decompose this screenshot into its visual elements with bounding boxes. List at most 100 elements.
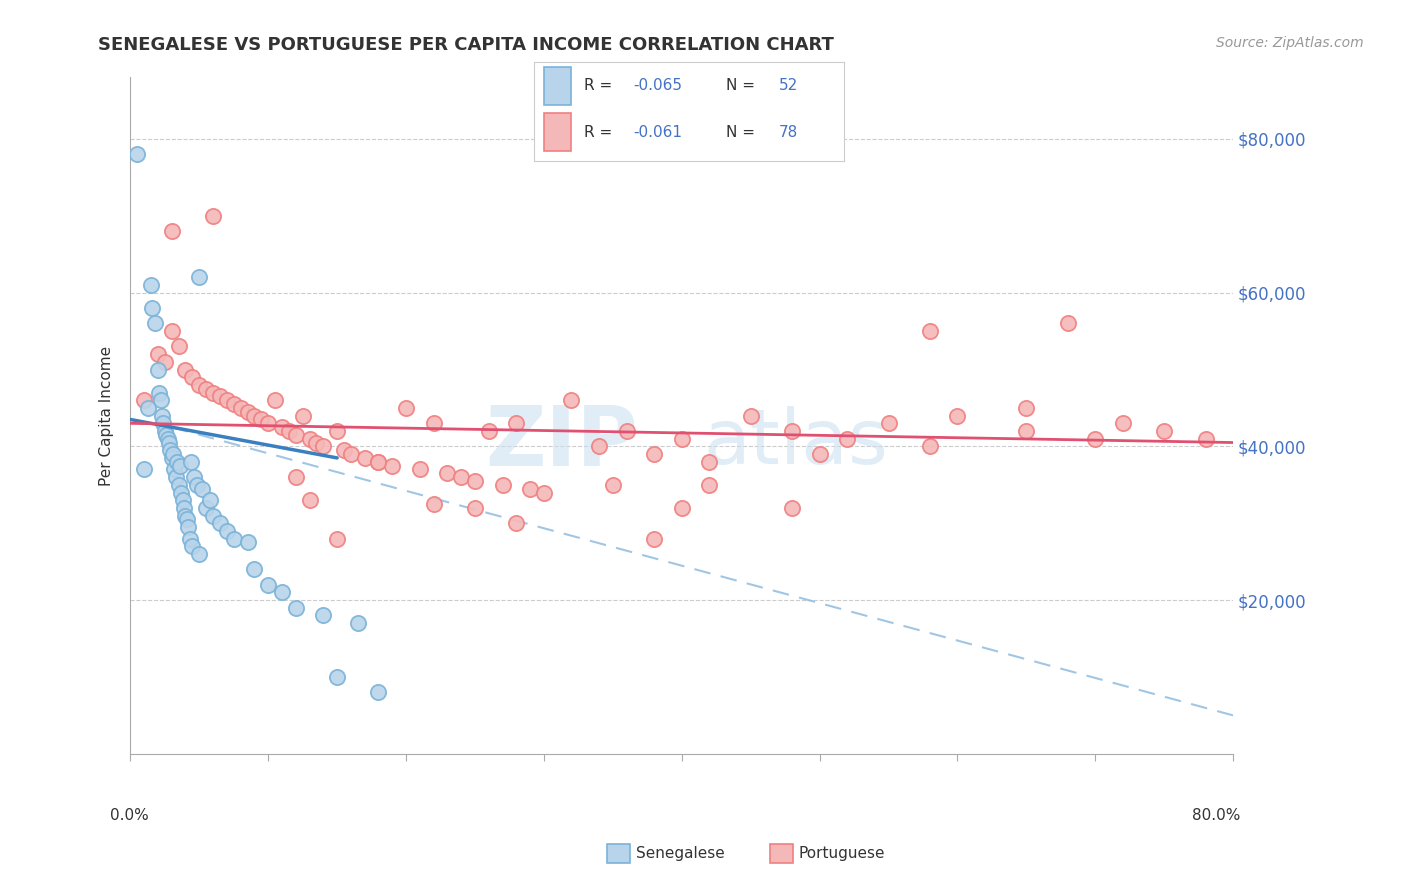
Point bbox=[208, 516, 231, 531]
Point bbox=[1194, 432, 1216, 446]
Point bbox=[149, 393, 172, 408]
Point bbox=[200, 493, 222, 508]
Point bbox=[153, 424, 176, 438]
Point bbox=[202, 508, 225, 523]
Point bbox=[505, 417, 527, 431]
Text: Senegalese: Senegalese bbox=[636, 847, 724, 861]
Point bbox=[167, 478, 190, 492]
Point bbox=[478, 424, 501, 438]
Point bbox=[588, 439, 610, 453]
Point bbox=[491, 478, 513, 492]
Point bbox=[346, 616, 368, 631]
Point bbox=[1084, 432, 1107, 446]
Y-axis label: Per Capita Income: Per Capita Income bbox=[100, 345, 114, 486]
Point bbox=[1153, 424, 1175, 438]
Point bbox=[560, 393, 582, 408]
Point bbox=[298, 493, 321, 508]
Point bbox=[643, 532, 665, 546]
Point bbox=[202, 385, 225, 400]
Point bbox=[236, 535, 259, 549]
Point bbox=[222, 397, 245, 411]
Point bbox=[141, 301, 163, 315]
Point bbox=[422, 417, 444, 431]
Point bbox=[436, 467, 458, 481]
Text: N =: N = bbox=[725, 125, 759, 140]
Point bbox=[1112, 417, 1135, 431]
Point bbox=[257, 578, 280, 592]
Point bbox=[208, 389, 231, 403]
Point bbox=[340, 447, 363, 461]
Point bbox=[156, 432, 179, 446]
Point bbox=[153, 355, 176, 369]
Point bbox=[450, 470, 472, 484]
Point bbox=[271, 420, 294, 434]
Point bbox=[222, 532, 245, 546]
Point bbox=[326, 424, 349, 438]
Point bbox=[170, 485, 193, 500]
Point bbox=[326, 532, 349, 546]
Point bbox=[780, 424, 803, 438]
Point bbox=[271, 585, 294, 599]
Point bbox=[505, 516, 527, 531]
Point bbox=[176, 512, 198, 526]
Point bbox=[697, 455, 720, 469]
Point bbox=[195, 500, 218, 515]
Point bbox=[162, 447, 184, 461]
Text: atlas: atlas bbox=[704, 406, 889, 480]
Point bbox=[946, 409, 969, 423]
Text: -0.061: -0.061 bbox=[633, 125, 682, 140]
Point bbox=[519, 482, 541, 496]
Text: R =: R = bbox=[583, 125, 617, 140]
Point bbox=[188, 270, 211, 285]
Point bbox=[643, 447, 665, 461]
Point bbox=[127, 147, 149, 161]
Point bbox=[163, 462, 186, 476]
Point bbox=[159, 443, 181, 458]
Point bbox=[243, 409, 266, 423]
Point bbox=[160, 324, 183, 338]
Point bbox=[191, 482, 214, 496]
FancyBboxPatch shape bbox=[544, 68, 571, 104]
Point bbox=[671, 500, 693, 515]
Point bbox=[780, 500, 803, 515]
Point bbox=[250, 412, 273, 426]
Text: 78: 78 bbox=[779, 125, 797, 140]
Text: -0.065: -0.065 bbox=[633, 78, 682, 94]
Point bbox=[215, 393, 238, 408]
Point bbox=[464, 474, 486, 488]
Text: Portuguese: Portuguese bbox=[799, 847, 886, 861]
Text: Source: ZipAtlas.com: Source: ZipAtlas.com bbox=[1216, 36, 1364, 50]
Text: 80.0%: 80.0% bbox=[1192, 807, 1240, 822]
Point bbox=[616, 424, 638, 438]
Text: 52: 52 bbox=[779, 78, 797, 94]
Point bbox=[150, 409, 173, 423]
Point bbox=[602, 478, 624, 492]
Point bbox=[312, 439, 335, 453]
Point bbox=[264, 393, 287, 408]
Point bbox=[333, 443, 356, 458]
Text: N =: N = bbox=[725, 78, 759, 94]
Point bbox=[1056, 317, 1078, 331]
Text: ZIP: ZIP bbox=[485, 402, 638, 483]
Point bbox=[533, 485, 555, 500]
Point bbox=[740, 409, 762, 423]
Text: 0.0%: 0.0% bbox=[110, 807, 149, 822]
Point bbox=[152, 417, 174, 431]
Text: R =: R = bbox=[583, 78, 617, 94]
Point bbox=[146, 362, 169, 376]
Point bbox=[195, 382, 218, 396]
Point bbox=[188, 377, 211, 392]
Point bbox=[188, 547, 211, 561]
Point bbox=[918, 324, 941, 338]
Point bbox=[181, 370, 204, 384]
Point bbox=[367, 455, 389, 469]
Point bbox=[136, 401, 159, 415]
Point bbox=[464, 500, 486, 515]
Point bbox=[183, 470, 205, 484]
Point bbox=[243, 562, 266, 576]
Point bbox=[166, 455, 188, 469]
Point bbox=[284, 470, 307, 484]
Point bbox=[157, 435, 180, 450]
Point bbox=[277, 424, 299, 438]
Point bbox=[172, 493, 194, 508]
